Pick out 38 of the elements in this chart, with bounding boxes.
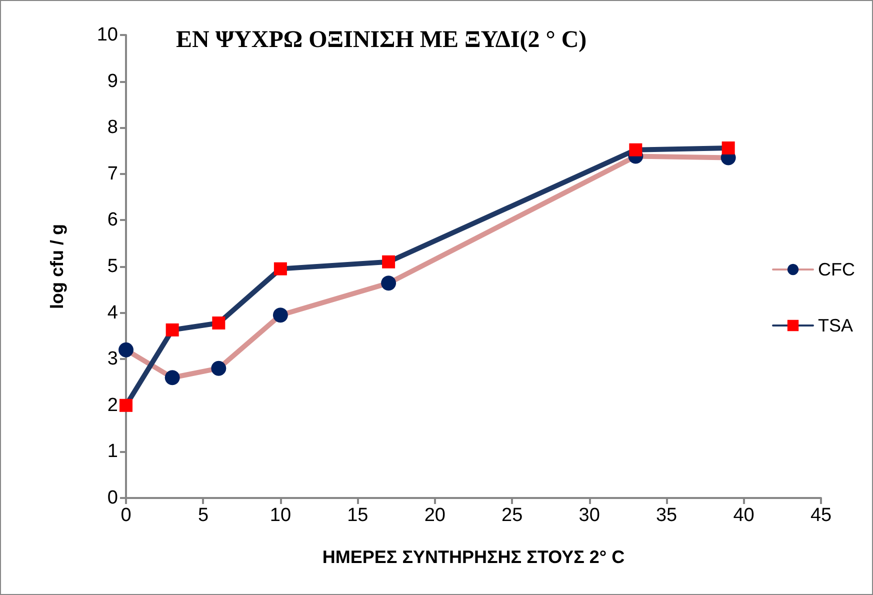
point [274,262,287,276]
y-tick-label: 0 [107,488,118,508]
point [211,360,226,376]
y-tick-label: 1 [107,441,118,462]
point [381,276,396,291]
point [272,308,288,323]
point [629,143,642,156]
x-tick-label: 20 [424,505,446,526]
chart-title: ΕΝ ΨΥΧΡΩ ΟΞΙΝΙΣΗ ΜΕ ΞΥΔΙ(2 ° C) [176,27,587,53]
x-tick-label: 5 [198,505,209,526]
y-tick-label: 4 [107,302,118,324]
x-tick-label: 45 [810,505,832,526]
x-tick-label: 25 [502,505,523,526]
x-tick-label: 10 [270,505,292,526]
y-axis-title: log cfu / g [47,224,67,309]
y-tick-label: 7 [107,163,118,184]
y-tick-label: 6 [107,210,118,231]
point [722,141,735,154]
x-tick-label: 15 [347,505,368,526]
x-tick-label: 0 [120,505,132,526]
x-axis-title: ΗΜΕΡΕΣ ΣΥΝΤΗΡΗΣΗΣ ΣΤΟΥΣ 2° C [322,547,625,567]
y-tick-label: 10 [96,24,118,46]
x-tick-label: 40 [733,505,754,526]
y-tick-label: 2 [107,394,118,416]
y-tick-label: 8 [107,117,118,138]
y-tick-label: 5 [107,256,118,277]
point [118,342,134,358]
x-tick-label: 35 [656,505,678,526]
point [212,316,226,330]
x-tick-label: 30 [578,505,600,526]
point [120,398,132,412]
y-tick-label: 3 [107,348,118,370]
point [166,323,179,336]
point [164,370,180,386]
y-tick-label: 9 [107,70,118,92]
legend-label: CFC [818,260,856,280]
legend-label: TSA [818,316,854,336]
point [382,255,396,268]
